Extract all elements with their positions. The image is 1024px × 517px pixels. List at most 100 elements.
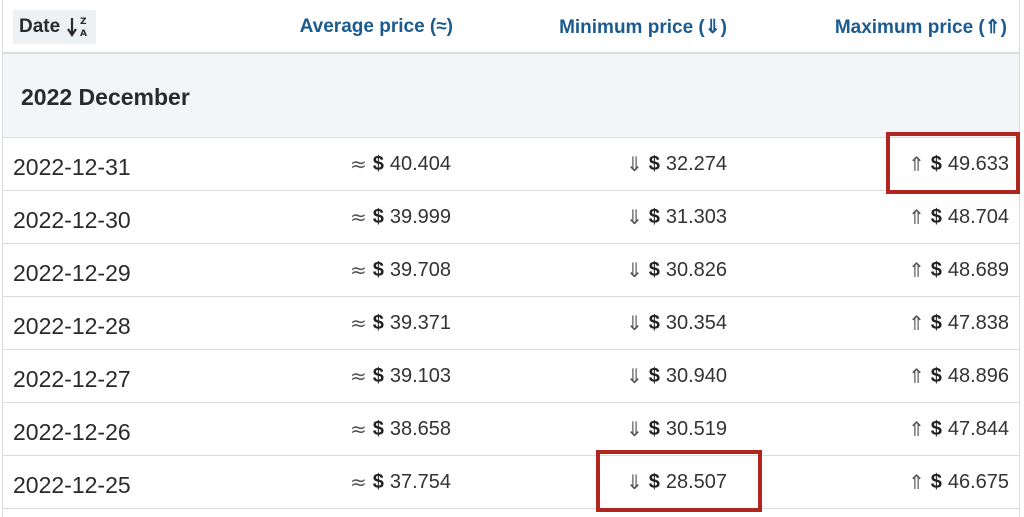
currency-symbol: $	[648, 417, 660, 440]
currency-symbol: $	[648, 311, 660, 334]
average-price-cell: ≈ $39.999	[350, 191, 451, 243]
minimum-price-cell: ⇓ $28.507	[626, 456, 727, 508]
currency-symbol: $	[372, 205, 384, 228]
max-price-value: 48.689	[947, 258, 1009, 281]
sort-by-average-price[interactable]: Average price (≈)	[299, 16, 453, 37]
avg-symbol-icon: ≈	[349, 417, 367, 441]
maximum-price-cell: ⇑ $48.689	[908, 244, 1009, 296]
currency-symbol: $	[648, 258, 660, 281]
row-date: 2022-12-25	[13, 471, 131, 498]
min-symbol-icon: ⇓	[625, 417, 643, 441]
sort-descending-icon: Z A	[66, 14, 90, 40]
min-price-highlight	[596, 450, 762, 512]
min-price-value: 30.940	[665, 364, 727, 387]
row-date: 2022-12-26	[13, 418, 131, 445]
currency-symbol: $	[648, 364, 660, 387]
average-price-cell: ≈ $38.658	[350, 403, 451, 455]
minimum-price-cell: ⇓ $30.354	[626, 297, 727, 349]
row-date: 2022-12-28	[13, 312, 131, 339]
min-symbol-icon: ⇓	[625, 311, 643, 335]
minimum-price-cell: ⇓ $30.826	[626, 244, 727, 296]
max-symbol-icon: ⇑	[907, 311, 925, 335]
avg-symbol-icon: ≈	[349, 364, 367, 388]
avg-price-value: 37.754	[389, 470, 451, 493]
table-header: Date Z A Average price (≈) Minimum price…	[3, 0, 1019, 54]
max-symbol-icon: ⇑	[907, 258, 925, 282]
sort-by-date-button[interactable]: Date Z A	[13, 10, 97, 44]
max-price-value: 49.633	[947, 152, 1009, 175]
avg-symbol-icon: ≈	[349, 152, 367, 176]
currency-symbol: $	[930, 205, 942, 228]
currency-symbol: $	[372, 417, 384, 440]
min-symbol-icon: ⇓	[625, 470, 643, 494]
max-symbol-icon: ⇑	[907, 152, 925, 176]
currency-symbol: $	[930, 470, 942, 493]
min-symbol-icon: ⇓	[625, 258, 643, 282]
currency-symbol: $	[648, 205, 660, 228]
average-price-cell: ≈ $39.708	[350, 244, 451, 296]
month-group-title: 2022 December	[21, 84, 190, 110]
max-symbol-icon: ⇑	[907, 205, 925, 229]
table-row: 2022-12-25 ≈ $37.754 ⇓ $28.507 ⇑ $46.675	[3, 456, 1019, 509]
average-price-cell: ≈ $37.754	[350, 456, 451, 508]
table-row: 2022-12-30 ≈ $39.999 ⇓ $31.303 ⇑ $48.704	[3, 191, 1019, 244]
min-symbol-icon: ⇓	[625, 364, 643, 388]
min-price-value: 32.274	[665, 152, 727, 175]
maximum-price-cell: ⇑ $49.633	[908, 138, 1009, 190]
maximum-price-cell: ⇑ $48.896	[908, 350, 1009, 402]
table-row: 2022-12-26 ≈ $38.658 ⇓ $30.519 ⇑ $47.844	[3, 403, 1019, 456]
avg-symbol-icon: ≈	[349, 470, 367, 494]
max-price-value: 48.896	[947, 364, 1009, 387]
maximum-price-cell: ⇑ $47.838	[908, 297, 1009, 349]
table-row: 2022-12-31 ≈ $40.404 ⇓ $32.274 ⇑ $49.633	[3, 138, 1019, 191]
max-price-value: 46.675	[947, 470, 1009, 493]
minimum-price-cell: ⇓ $32.274	[626, 138, 727, 190]
table-row-partial	[3, 509, 1019, 517]
average-price-cell: ≈ $39.371	[350, 297, 451, 349]
table-row: 2022-12-29 ≈ $39.708 ⇓ $30.826 ⇑ $48.689	[3, 244, 1019, 297]
min-price-value: 28.507	[665, 470, 727, 493]
row-date: 2022-12-27	[13, 365, 131, 392]
currency-symbol: $	[930, 152, 942, 175]
min-price-value: 30.826	[665, 258, 727, 281]
min-price-value: 30.354	[665, 311, 727, 334]
table-row: 2022-12-28 ≈ $39.371 ⇓ $30.354 ⇑ $47.838	[3, 297, 1019, 350]
max-price-highlight	[886, 132, 1020, 194]
average-price-cell: ≈ $39.103	[350, 350, 451, 402]
max-price-value: 48.704	[947, 205, 1009, 228]
avg-price-value: 40.404	[389, 152, 451, 175]
maximum-price-cell: ⇑ $48.704	[908, 191, 1009, 243]
currency-symbol: $	[372, 364, 384, 387]
table-row: 2022-12-27 ≈ $39.103 ⇓ $30.940 ⇑ $48.896	[3, 350, 1019, 403]
avg-price-value: 39.708	[389, 258, 451, 281]
date-column-label: Date	[19, 16, 61, 37]
maximum-price-cell: ⇑ $47.844	[908, 403, 1009, 455]
minimum-price-cell: ⇓ $31.303	[626, 191, 727, 243]
min-symbol-icon: ⇓	[625, 152, 643, 176]
currency-symbol: $	[372, 311, 384, 334]
row-date: 2022-12-31	[13, 153, 131, 180]
minimum-price-cell: ⇓ $30.940	[626, 350, 727, 402]
currency-symbol: $	[372, 470, 384, 493]
svg-text:Z: Z	[80, 17, 87, 27]
currency-symbol: $	[930, 417, 942, 440]
row-date: 2022-12-29	[13, 259, 131, 286]
max-symbol-icon: ⇑	[907, 417, 925, 441]
avg-price-value: 39.103	[389, 364, 451, 387]
sort-by-maximum-price[interactable]: Maximum price (⇑)	[834, 16, 1007, 38]
avg-symbol-icon: ≈	[349, 311, 367, 335]
avg-price-value: 39.371	[389, 311, 451, 334]
min-price-value: 30.519	[665, 417, 727, 440]
month-group-row: 2022 December	[3, 54, 1019, 138]
min-symbol-icon: ⇓	[625, 205, 643, 229]
currency-symbol: $	[372, 152, 384, 175]
avg-symbol-icon: ≈	[349, 258, 367, 282]
avg-symbol-icon: ≈	[349, 205, 367, 229]
max-symbol-icon: ⇑	[907, 364, 925, 388]
average-price-cell: ≈ $40.404	[350, 138, 451, 190]
currency-symbol: $	[930, 311, 942, 334]
min-price-value: 31.303	[665, 205, 727, 228]
currency-symbol: $	[930, 258, 942, 281]
sort-by-minimum-price[interactable]: Minimum price (⇓)	[559, 16, 727, 38]
